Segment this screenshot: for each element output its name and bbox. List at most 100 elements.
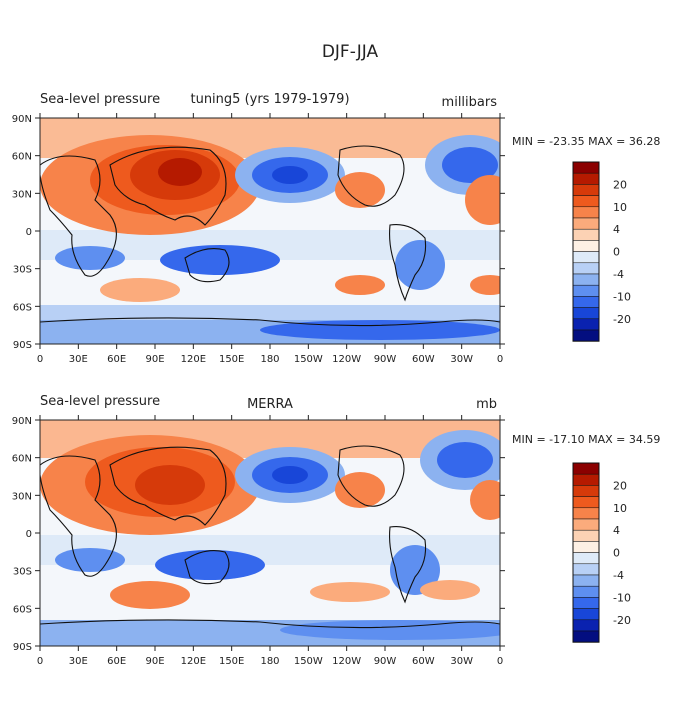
model-lon-label: 150E — [219, 354, 244, 365]
obs-colorbar-swatch — [572, 574, 600, 587]
model-colorbar-swatch — [572, 206, 600, 219]
obs-lon-label: 90E — [145, 656, 164, 667]
panel-model-stats: MIN = -23.35 MAX = 36.28 — [512, 135, 660, 148]
model-colorbar-swatch — [572, 195, 600, 208]
model-lat-label: 60N — [12, 152, 32, 163]
obs-lon-label: 120E — [181, 656, 206, 667]
obs-lat-label: 0 — [26, 529, 32, 540]
obs-lon-label: 120W — [332, 656, 361, 667]
model-colorbar-swatch — [572, 262, 600, 275]
panel-obs-center-title: MERRA — [247, 397, 293, 412]
panel-model: Sea-level pressure tuning5 (yrs 1979-197… — [12, 92, 661, 365]
obs-colorbar-swatch — [572, 541, 600, 553]
obs-colorbar-swatch — [572, 529, 600, 542]
obs-colorbar-swatch — [572, 585, 600, 598]
obs-lon-label: 150W — [294, 656, 323, 667]
model-colorbar-swatch — [572, 228, 600, 241]
model-colorbar-frame — [572, 161, 600, 342]
obs-lon-label: 0 — [497, 656, 503, 667]
obs-colorbar-label: -20 — [613, 614, 631, 627]
model-lon-label: 120E — [181, 354, 206, 365]
panel-model-center-title: tuning5 (yrs 1979-1979) — [190, 92, 349, 107]
figure-title: DJF-JJA — [322, 42, 379, 62]
model-lon-label: 150W — [294, 354, 323, 365]
obs-lat-label: 30S — [13, 567, 32, 578]
panel-obs-colorbar: 20 10 4 0 -4 -10 -20 — [572, 462, 631, 643]
obs-lon-label: 30W — [450, 656, 473, 667]
obs-colorbar-swatch — [572, 630, 600, 643]
obs-colorbar-swatch — [572, 496, 600, 509]
obs-colorbar-label: -10 — [613, 591, 631, 604]
obs-lat-label: 90N — [12, 416, 32, 427]
model-lat-label: 90S — [13, 340, 32, 351]
panel-model-left-title: Sea-level pressure — [40, 92, 160, 107]
model-lat-label: 60S — [13, 302, 32, 313]
obs-colorbar-label: 10 — [613, 502, 627, 515]
model-colorbar-swatch — [572, 318, 600, 331]
model-colorbar-swatch — [572, 251, 600, 264]
model-lon-label: 0 — [37, 354, 43, 365]
model-lon-label: 30E — [69, 354, 88, 365]
model-colorbar-label: -4 — [613, 268, 624, 281]
obs-lon-label: 60E — [107, 656, 126, 667]
model-colorbar-label: 4 — [613, 223, 620, 236]
obs-colorbar-swatch — [572, 608, 600, 621]
panel-obs-stats: MIN = -17.10 MAX = 34.59 — [512, 433, 660, 446]
obs-colorbar-label: 20 — [613, 479, 627, 492]
obs-colorbar-swatch — [572, 485, 600, 497]
obs-colorbar-frame — [572, 462, 600, 643]
model-lon-label: 30W — [450, 354, 473, 365]
model-colorbar-label: 0 — [613, 246, 620, 259]
obs-colorbar-swatch — [572, 507, 600, 520]
model-lon-label: 180 — [260, 354, 279, 365]
obs-coastlines — [40, 445, 500, 629]
obs-lon-label: 150E — [219, 656, 244, 667]
obs-colorbar-label: 0 — [613, 547, 620, 560]
model-colorbar-swatch — [572, 161, 600, 174]
obs-colorbar-swatch — [572, 597, 600, 609]
model-colorbar-swatch — [572, 273, 600, 286]
model-colorbar-swatch — [572, 296, 600, 308]
model-field-shading — [40, 118, 500, 344]
obs-colorbar-swatch — [572, 552, 600, 565]
model-colorbar-swatch — [572, 184, 600, 196]
obs-lat-label: 90S — [13, 642, 32, 653]
model-colorbar-label: 20 — [613, 178, 627, 191]
obs-colorbar-label: -4 — [613, 569, 624, 582]
obs-lon-label: 90W — [374, 656, 397, 667]
panel-obs: Sea-level pressure MERRA mb MIN = -17.10… — [12, 394, 661, 667]
obs-lon-label: 30E — [69, 656, 88, 667]
model-colorbar-swatch — [572, 329, 600, 342]
panel-model-map — [40, 118, 500, 344]
obs-lat-label: 30N — [12, 491, 32, 502]
panel-obs-axes: 0 30E 60E 90E 120E 150E 180 150W 120W 90W 60W 30W 09… — [12, 415, 505, 667]
panel-obs-units: mb — [476, 397, 497, 412]
obs-lon-label: 60W — [412, 656, 435, 667]
obs-colorbar-swatch — [572, 473, 600, 486]
model-lon-label: 120W — [332, 354, 361, 365]
model-colorbar-swatch — [572, 307, 600, 320]
obs-colorbar-swatch — [572, 619, 600, 632]
model-lon-label: 60E — [107, 354, 126, 365]
obs-colorbar-swatch — [572, 518, 600, 531]
model-colorbar-label: 10 — [613, 201, 627, 214]
model-colorbar-swatch — [572, 284, 600, 297]
model-colorbar-label: -10 — [613, 290, 631, 303]
model-lon-label: 90E — [145, 354, 164, 365]
panel-obs-map — [40, 420, 500, 646]
model-colorbar-label: -20 — [613, 313, 631, 326]
panel-model-units: millibars — [442, 95, 498, 110]
model-lat-label: 30N — [12, 189, 32, 200]
model-lon-label: 0 — [497, 354, 503, 365]
model-coastlines — [40, 145, 500, 327]
obs-field-shading — [40, 420, 500, 646]
model-colorbar-swatch — [572, 217, 600, 230]
obs-colorbar-swatch — [572, 462, 600, 475]
model-lat-label: 30S — [13, 265, 32, 276]
obs-lon-label: 0 — [37, 656, 43, 667]
obs-colorbar-label: 4 — [613, 524, 620, 537]
obs-lon-label: 180 — [260, 656, 279, 667]
model-lat-label: 90N — [12, 114, 32, 125]
obs-lat-label: 60S — [13, 604, 32, 615]
